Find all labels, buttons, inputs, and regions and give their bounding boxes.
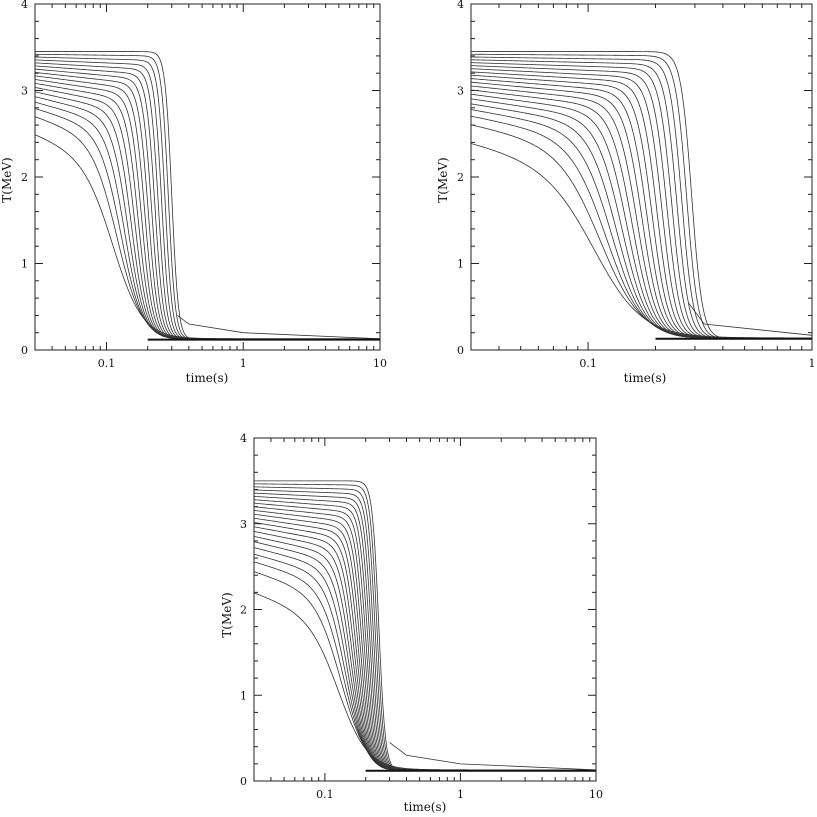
temperature-curve <box>254 506 596 771</box>
panel-top-left: 0 1 2 3 4 0.1 1 10 time(s) T(MeV) <box>0 0 387 385</box>
temperature-curve <box>254 526 596 771</box>
temperature-curve <box>35 79 380 340</box>
temperature-curve <box>254 483 596 772</box>
temperature-curve <box>254 547 596 771</box>
temperature-curve <box>254 499 596 771</box>
temperature-curve <box>35 82 380 340</box>
late-time-curve <box>177 315 380 340</box>
x-tick-label: 10 <box>589 788 603 801</box>
x-tick-label: 1 <box>809 357 816 370</box>
temperature-curve <box>35 96 380 340</box>
temperature-curve <box>471 143 812 339</box>
panel-top-right: 0 1 2 3 4 0.1 1 time(s) T(MeV) <box>436 0 816 385</box>
curve-family <box>254 480 596 772</box>
temperature-curve <box>254 571 596 771</box>
late-time-curve <box>687 302 812 336</box>
axis-ticks <box>253 437 597 782</box>
x-tick-label: 0.1 <box>316 788 334 801</box>
temperature-curve <box>471 115 812 339</box>
temperature-curve <box>35 59 380 340</box>
x-tick-label: 1 <box>457 788 464 801</box>
temperature-curve <box>471 124 812 339</box>
y-axis-label: T(MeV) <box>220 592 234 637</box>
temperature-curve <box>254 553 596 771</box>
temperature-curve <box>35 75 380 340</box>
x-tick-label: 0.1 <box>579 357 597 370</box>
temperature-curve <box>254 592 596 771</box>
temperature-curve <box>254 513 596 771</box>
temperature-curve <box>471 71 812 339</box>
y-tick-label: 3 <box>21 85 28 98</box>
y-tick-label: 4 <box>457 0 464 11</box>
temperature-curve <box>35 116 380 340</box>
temperature-curve <box>35 51 380 341</box>
y-tick-label: 3 <box>457 85 464 98</box>
y-tick-label: 3 <box>240 518 247 531</box>
temperature-curve <box>471 56 812 340</box>
axis-tick-labels: 0 1 2 3 4 0.1 1 <box>457 0 816 370</box>
x-axis-label: time(s) <box>186 371 229 385</box>
axis-tick-labels: 0 1 2 3 4 0.1 1 10 <box>240 432 603 801</box>
temperature-curve <box>35 101 380 340</box>
y-tick-label: 1 <box>21 258 28 271</box>
y-tick-label: 2 <box>240 604 247 617</box>
temperature-curve <box>35 53 380 340</box>
temperature-curve <box>254 522 596 771</box>
x-axis-label: time(s) <box>404 800 447 814</box>
x-axis-label: time(s) <box>624 371 667 385</box>
y-tick-label: 2 <box>457 171 464 184</box>
axis-tick-labels: 0 1 2 3 4 0.1 1 10 <box>21 0 387 370</box>
temperature-curve <box>471 98 812 339</box>
axis-ticks <box>34 3 381 351</box>
temperature-curve <box>35 108 380 340</box>
plot-frame <box>253 437 597 782</box>
curve-family <box>471 51 812 340</box>
x-tick-label: 0.1 <box>98 357 116 370</box>
temperature-curve <box>35 91 380 340</box>
temperature-curve <box>471 62 812 339</box>
y-tick-label: 4 <box>240 432 247 445</box>
temperature-curve <box>254 517 596 771</box>
temperature-curve <box>35 134 380 340</box>
temperature-curve <box>35 87 380 340</box>
temperature-curve <box>254 486 596 772</box>
y-tick-label: 0 <box>240 775 247 788</box>
temperature-curve <box>254 510 596 771</box>
late-time-curve <box>389 742 596 771</box>
y-axis-label: T(MeV) <box>0 157 14 202</box>
y-tick-label: 1 <box>240 689 247 702</box>
temperature-curve <box>35 71 380 340</box>
temperature-curve <box>254 480 596 772</box>
y-tick-label: 2 <box>21 171 28 184</box>
temperature-curve <box>254 495 596 771</box>
temperature-curve <box>35 68 380 340</box>
temperature-curve <box>471 51 812 340</box>
x-tick-label: 10 <box>373 357 387 370</box>
y-tick-label: 4 <box>21 0 28 11</box>
y-tick-label: 0 <box>21 344 28 357</box>
temperature-curve <box>471 53 812 340</box>
x-tick-label: 1 <box>240 357 247 370</box>
axis-ticks <box>470 3 813 351</box>
temperature-curve <box>471 68 812 339</box>
curve-family <box>35 51 380 341</box>
temperature-curve <box>254 489 596 771</box>
temperature-curve <box>35 62 380 340</box>
temperature-curve <box>254 541 596 771</box>
y-tick-label: 0 <box>457 344 464 357</box>
temperature-curve <box>254 561 596 771</box>
y-axis-label: T(MeV) <box>436 157 450 202</box>
temperature-curve <box>254 502 596 771</box>
y-tick-label: 1 <box>457 258 464 271</box>
temperature-curve <box>254 492 596 771</box>
temperature-curve <box>471 109 812 339</box>
panel-bottom-center: 0 1 2 3 4 0.1 1 10 time(s) T(MeV) <box>220 432 603 814</box>
temperature-curve <box>254 531 596 771</box>
temperature-curve <box>471 59 812 340</box>
temperature-curve <box>35 56 380 340</box>
temperature-curve <box>35 65 380 340</box>
